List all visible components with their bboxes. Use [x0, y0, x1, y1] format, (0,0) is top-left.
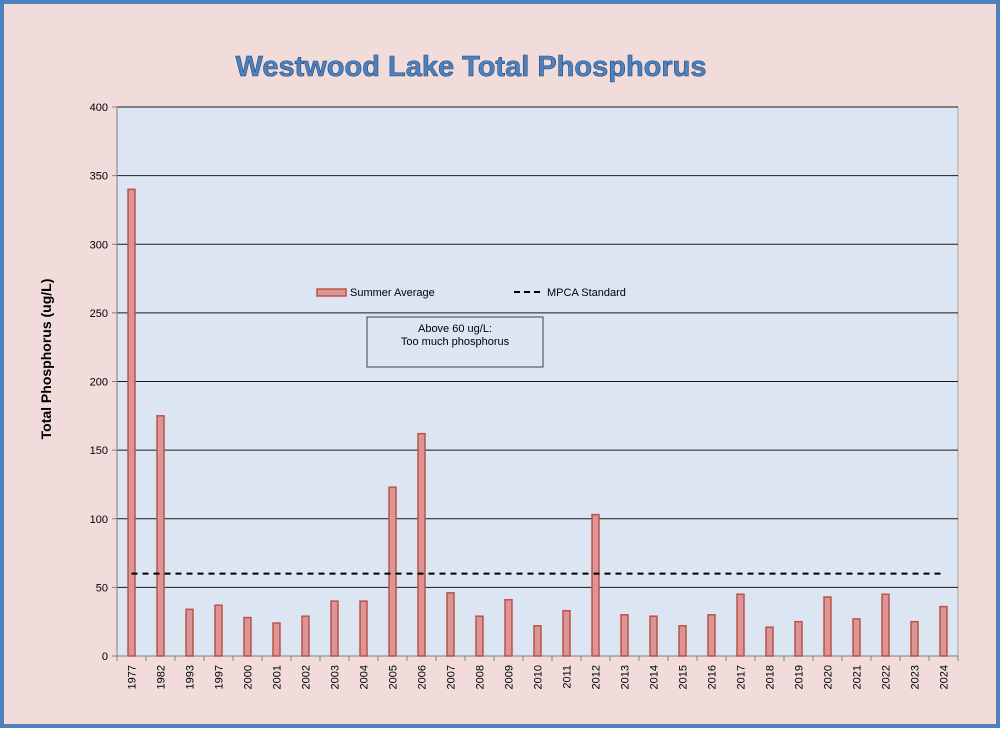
x-tick-label: 2005 — [388, 665, 400, 689]
bar-2015 — [678, 625, 687, 657]
x-tick-label: 1977 — [127, 665, 139, 689]
x-tick-label: 2015 — [678, 665, 690, 689]
bar-2011 — [562, 609, 571, 657]
x-tick-label: 2002 — [301, 665, 313, 689]
y-tick-label: 350 — [90, 171, 108, 183]
annotation-line-2: Too much phosphorus — [401, 336, 510, 348]
y-tick-label: 300 — [90, 239, 108, 251]
bar-2006 — [417, 432, 426, 657]
x-tick-label: 2019 — [794, 665, 806, 689]
y-tick-label: 250 — [90, 308, 108, 320]
bar-1997 — [214, 604, 223, 657]
legend: Summer Average MPCA Standard — [316, 287, 626, 299]
gridlines — [112, 106, 958, 657]
bar-1982 — [156, 415, 165, 657]
bar-2008 — [475, 615, 484, 657]
x-tick-label: 2014 — [649, 665, 661, 689]
bar-2013 — [620, 614, 629, 657]
x-tick-label: 2016 — [707, 665, 719, 689]
y-tick-label: 50 — [96, 582, 108, 594]
y-tick-label: 0 — [102, 651, 108, 663]
bar-2012 — [591, 513, 600, 657]
bar-2010 — [533, 625, 542, 657]
y-tick-label: 150 — [90, 445, 108, 457]
y-tick-labels: 0 50 100 150 200 250 300 350 400 — [90, 102, 108, 663]
y-tick-label: 200 — [90, 377, 108, 389]
legend-label-mpca-standard: MPCA Standard — [547, 287, 626, 299]
x-tick-label: 2000 — [243, 665, 255, 689]
chart-svg: 0 50 100 150 200 250 300 350 400 1977 1982 1993 199… — [38, 51, 959, 689]
x-tick-label: 2006 — [417, 665, 429, 689]
bar-2003 — [330, 600, 339, 657]
bar-2009 — [504, 598, 513, 657]
x-tick-label: 2017 — [736, 665, 748, 689]
bar-series — [127, 188, 948, 657]
chart-title: Westwood Lake Total Phosphorus — [235, 51, 706, 83]
bar-2014 — [649, 615, 658, 657]
x-tick-label: 1997 — [214, 665, 226, 689]
bar-2020 — [823, 596, 832, 657]
bar-2002 — [301, 615, 310, 657]
x-tick-label: 2001 — [272, 665, 284, 689]
bar-2017 — [736, 593, 745, 657]
x-tick-label: 2013 — [620, 665, 632, 689]
bar-2007 — [446, 592, 455, 657]
x-tick-label: 2003 — [330, 665, 342, 689]
bar-2001 — [272, 622, 281, 657]
bar-1993 — [185, 608, 194, 657]
x-tick-label: 2011 — [562, 665, 574, 689]
x-tick-label: 2022 — [881, 665, 893, 689]
bar-2023 — [910, 620, 919, 657]
x-tick-label: 2023 — [910, 665, 922, 689]
y-axis-label: Total Phosphorus (ug/L) — [38, 279, 54, 440]
bar-2000 — [243, 616, 252, 657]
annotation-box: Above 60 ug/L: Too much phosphorus — [366, 316, 544, 368]
x-tick-label: 2009 — [504, 665, 516, 689]
annotation-line-1: Above 60 ug/L: — [418, 323, 492, 335]
x-tick-label: 2021 — [852, 665, 864, 689]
bar-2005 — [388, 486, 397, 657]
x-tick-label: 2010 — [533, 665, 545, 689]
bar-2022 — [881, 593, 890, 657]
x-tick-label: 1993 — [185, 665, 197, 689]
x-tick-label: 2012 — [591, 665, 603, 689]
bar-1977 — [127, 188, 136, 657]
x-tick-label: 2004 — [359, 665, 371, 689]
x-tick-label: 2007 — [446, 665, 458, 689]
bar-2018 — [765, 626, 774, 657]
legend-swatch-summer-average — [316, 288, 347, 297]
y-tick-label: 400 — [90, 102, 108, 114]
x-tick-label: 2018 — [765, 665, 777, 689]
bar-2016 — [707, 614, 716, 657]
x-tick-label: 2024 — [939, 665, 951, 689]
x-tick-label: 2020 — [823, 665, 835, 689]
bar-2019 — [794, 620, 803, 657]
x-tick-labels: 1977 1982 1993 1997 2000 2001 2002 2003 2004 2005… — [127, 665, 951, 689]
bar-2021 — [852, 618, 861, 657]
bar-2024 — [939, 605, 948, 657]
x-tick-label: 1982 — [156, 665, 168, 689]
y-tick-label: 100 — [90, 514, 108, 526]
x-tick-label: 2008 — [475, 665, 487, 689]
legend-label-summer-average: Summer Average — [350, 287, 435, 299]
bar-2004 — [359, 600, 368, 657]
